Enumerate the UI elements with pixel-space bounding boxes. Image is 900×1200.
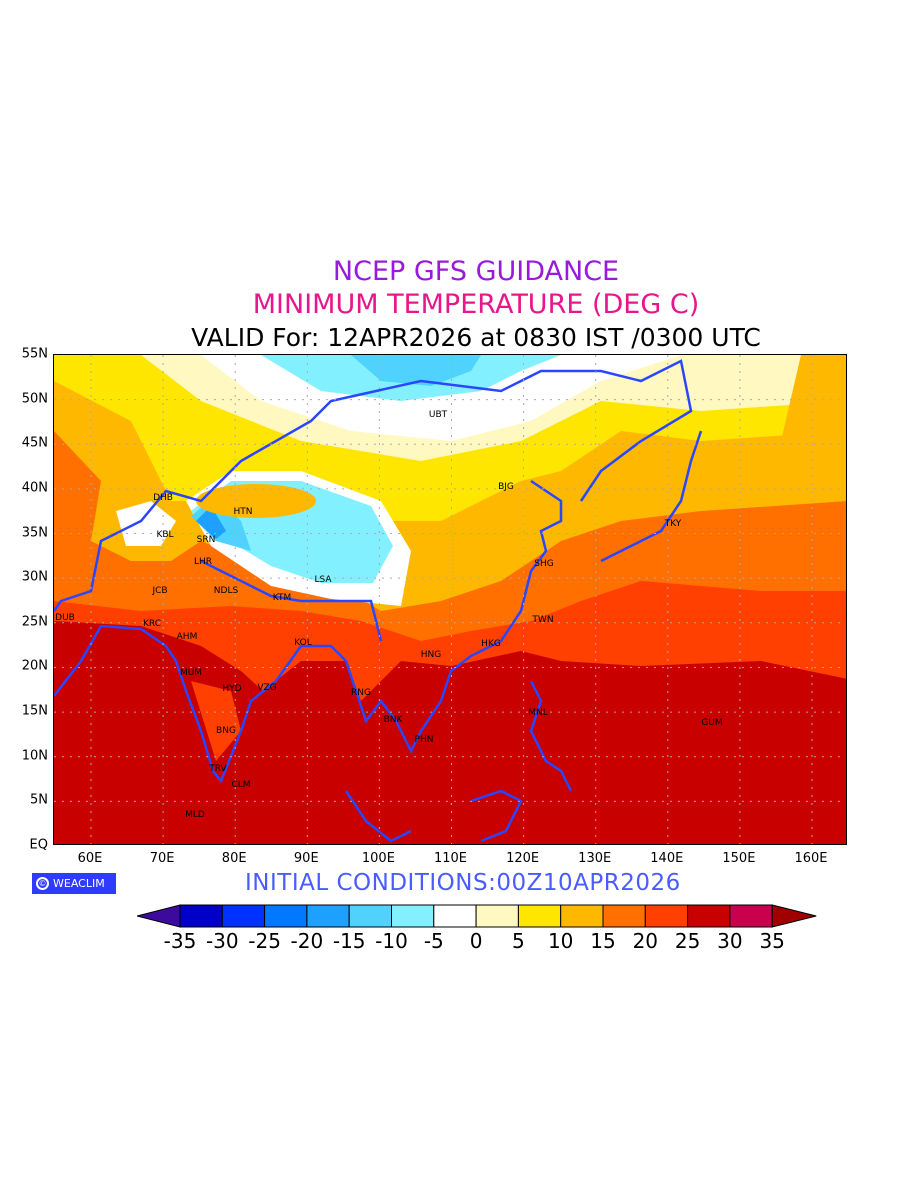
colorbar-swatch <box>306 904 350 928</box>
copyright-icon: © <box>36 877 49 890</box>
city-label: BNK <box>383 715 403 725</box>
colorbar-swatch <box>433 904 477 928</box>
city-label: MNL <box>528 708 548 718</box>
colorbar-under-arrow <box>137 904 181 928</box>
city-label: HTN <box>233 507 253 517</box>
city-label: KOL <box>294 638 312 648</box>
colorbar-label: -5 <box>423 929 444 953</box>
lon-tick-label: 120E <box>506 851 540 866</box>
city-label: HYD <box>222 684 242 694</box>
colorbar-swatch <box>179 904 223 928</box>
lon-tick-label: 160E <box>794 851 828 866</box>
city-label: HNG <box>420 650 442 660</box>
colorbar-swatch <box>348 904 392 928</box>
colorbar-swatch <box>560 904 604 928</box>
city-label: KBL <box>156 530 174 540</box>
lat-tick-label: 30N <box>21 569 48 585</box>
colorbar-label: 35 <box>759 929 785 953</box>
weaclim-logo: © WEACLIM <box>32 873 116 894</box>
city-label: BJG <box>498 482 514 492</box>
colorbar-label: -35 <box>163 929 197 953</box>
lon-tick-label: 70E <box>149 851 175 866</box>
city-label: DHB <box>153 493 173 503</box>
city-label: VZG <box>257 683 277 693</box>
colorbar-swatch <box>391 904 435 928</box>
city-label: HKG <box>481 639 501 649</box>
colorbar-label: -25 <box>248 929 281 953</box>
lat-tick-label: 50N <box>21 391 48 407</box>
colorbar-swatch <box>221 904 266 928</box>
lat-tick-label: EQ <box>29 837 48 853</box>
lon-tick-label: 140E <box>650 851 684 866</box>
colorbar-label: 30 <box>717 929 743 953</box>
title-guidance: NCEP GFS GUIDANCE <box>332 256 620 287</box>
city-label: SHG <box>534 559 554 569</box>
city-label: KRC <box>143 619 161 629</box>
title-variable: MINIMUM TEMPERATURE (DEG C) <box>252 289 700 320</box>
city-label: LHR <box>193 557 213 567</box>
lat-tick-label: 15N <box>21 703 48 719</box>
city-label: GUM <box>701 718 723 728</box>
title-valid-time: VALID For: 12APR2026 at 0830 IST /0300 U… <box>191 323 761 352</box>
lat-tick-label: 35N <box>21 525 48 541</box>
lat-tick-label: 10N <box>21 748 48 764</box>
colorbar-label: -10 <box>375 929 408 953</box>
temperature-field <box>54 355 846 844</box>
city-label: PHN <box>414 735 434 745</box>
colorbar-label: 15 <box>590 929 616 953</box>
lon-tick-label: 130E <box>578 851 612 866</box>
lat-tick-label: 25N <box>21 614 48 630</box>
city-label: LSA <box>314 575 332 585</box>
city-label: RNG <box>351 688 371 698</box>
initial-conditions: INITIAL CONDITIONS:00Z10APR2026 <box>245 870 681 896</box>
city-label: DUB <box>55 613 75 623</box>
city-label: BNG <box>216 726 236 736</box>
city-label: CLM <box>231 780 251 790</box>
city-label: UBT <box>428 410 448 420</box>
colorbar-swatch <box>687 904 731 928</box>
lon-tick-label: 100E <box>361 851 395 866</box>
colorbar-label: 10 <box>547 929 574 953</box>
lon-tick-label: 110E <box>433 851 468 866</box>
colorbar-label: 0 <box>469 929 483 953</box>
colorbar <box>137 904 817 928</box>
colorbar-over-arrow <box>771 904 817 928</box>
city-label: TRV <box>209 764 227 774</box>
temperature-map: UBT BJG TKY DHB HTN KBL SRN LHR JCB NDLS… <box>53 354 847 845</box>
colorbar-swatch <box>264 904 308 928</box>
colorbar-label: 5 <box>512 929 525 953</box>
colorbar-swatch <box>517 904 562 928</box>
lon-tick-label: 80E <box>221 851 247 866</box>
colorbar-swatch <box>602 904 646 928</box>
city-label: JCB <box>152 586 168 596</box>
logo-text: WEACLIM <box>53 877 105 890</box>
lat-tick-label: 5N <box>30 792 48 808</box>
colorbar-label: 25 <box>674 929 701 953</box>
lat-tick-label: 20N <box>21 658 48 674</box>
city-label: NDLS <box>213 586 239 596</box>
city-label: MUM <box>179 668 203 678</box>
lon-tick-label: 150E <box>722 851 756 866</box>
city-label: SRN <box>196 535 216 545</box>
city-label: KTM <box>272 593 292 603</box>
lon-tick-label: 90E <box>293 851 319 866</box>
lat-tick-label: 40N <box>21 480 48 496</box>
city-label: TKY <box>664 519 682 529</box>
lat-tick-label: 55N <box>21 346 48 362</box>
city-label: TWN <box>532 615 554 625</box>
lon-tick-label: 60E <box>77 851 103 866</box>
colorbar-label: -20 <box>290 929 324 953</box>
lat-tick-label: 45N <box>21 435 48 451</box>
colorbar-swatch <box>644 904 689 928</box>
colorbar-label: -15 <box>332 929 366 953</box>
colorbar-label: -30 <box>205 929 239 953</box>
city-label: MLD <box>185 810 205 820</box>
colorbar-label: 20 <box>632 929 659 953</box>
colorbar-swatch <box>475 904 519 928</box>
colorbar-swatch <box>729 904 773 928</box>
city-label: AHM <box>176 632 198 642</box>
